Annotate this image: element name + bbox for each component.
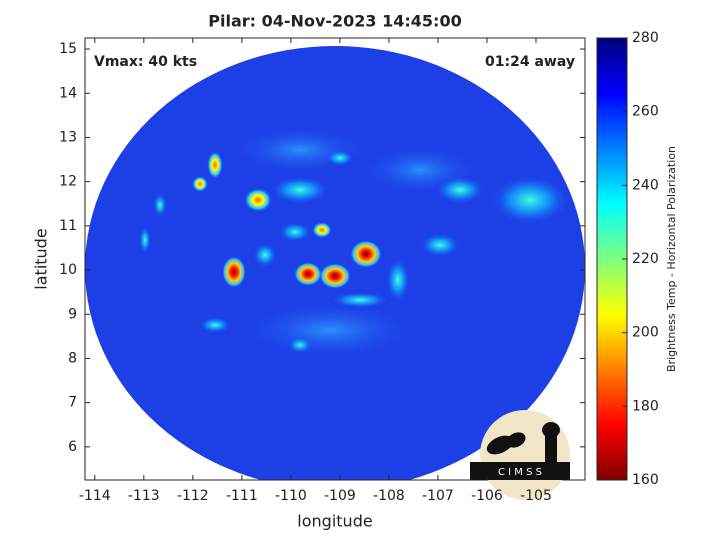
x-tick-label: -114 — [79, 488, 111, 504]
plot-frame — [84, 37, 586, 481]
colorbar-tick-label: 220 — [632, 251, 659, 267]
colorbar-tick-label: 200 — [632, 325, 659, 341]
y-tick-label: 6 — [68, 439, 77, 455]
x-tick-label: -105 — [520, 488, 552, 504]
y-tick-label: 15 — [59, 41, 77, 57]
annotation: 01:24 away — [485, 54, 575, 70]
colorbar-label: Brightness Temp - Horizontal Polarizatio… — [665, 146, 678, 372]
colorbar-tick-label: 180 — [632, 398, 659, 414]
colorbar-tick-label: 160 — [632, 472, 659, 488]
y-axis-label: latitude — [32, 228, 51, 289]
colorbar-tick-label: 260 — [632, 104, 659, 120]
y-tick-label: 14 — [59, 85, 77, 101]
y-tick-label: 10 — [59, 262, 77, 278]
x-tick-label: -111 — [226, 488, 258, 504]
x-tick-label: -109 — [324, 488, 356, 504]
logo-text: C I M S S — [498, 467, 542, 478]
annotation: Vmax: 40 kts — [94, 54, 197, 70]
x-tick-label: -112 — [177, 488, 209, 504]
chart-title: Pilar: 04-Nov-2023 14:45:00 — [208, 12, 461, 31]
y-tick-label: 8 — [68, 350, 77, 366]
x-tick-label: -110 — [275, 488, 307, 504]
x-tick-label: -113 — [128, 488, 160, 504]
y-tick-label: 13 — [59, 129, 77, 145]
swath — [85, 46, 585, 480]
x-axis-label: longitude — [297, 512, 372, 531]
colorbar-tick-label: 240 — [632, 177, 659, 193]
y-tick-label: 9 — [68, 306, 77, 322]
x-tick-label: -107 — [422, 488, 454, 504]
x-tick-label: -106 — [471, 488, 503, 504]
logo: C I M S S — [470, 410, 570, 500]
cloud-features — [139, 125, 570, 360]
x-tick-label: -108 — [373, 488, 405, 504]
y-tick-label: 7 — [68, 395, 77, 411]
colorbar-tick-label: 280 — [632, 30, 659, 46]
y-tick-label: 11 — [59, 218, 77, 234]
y-tick-label: 12 — [59, 174, 77, 190]
